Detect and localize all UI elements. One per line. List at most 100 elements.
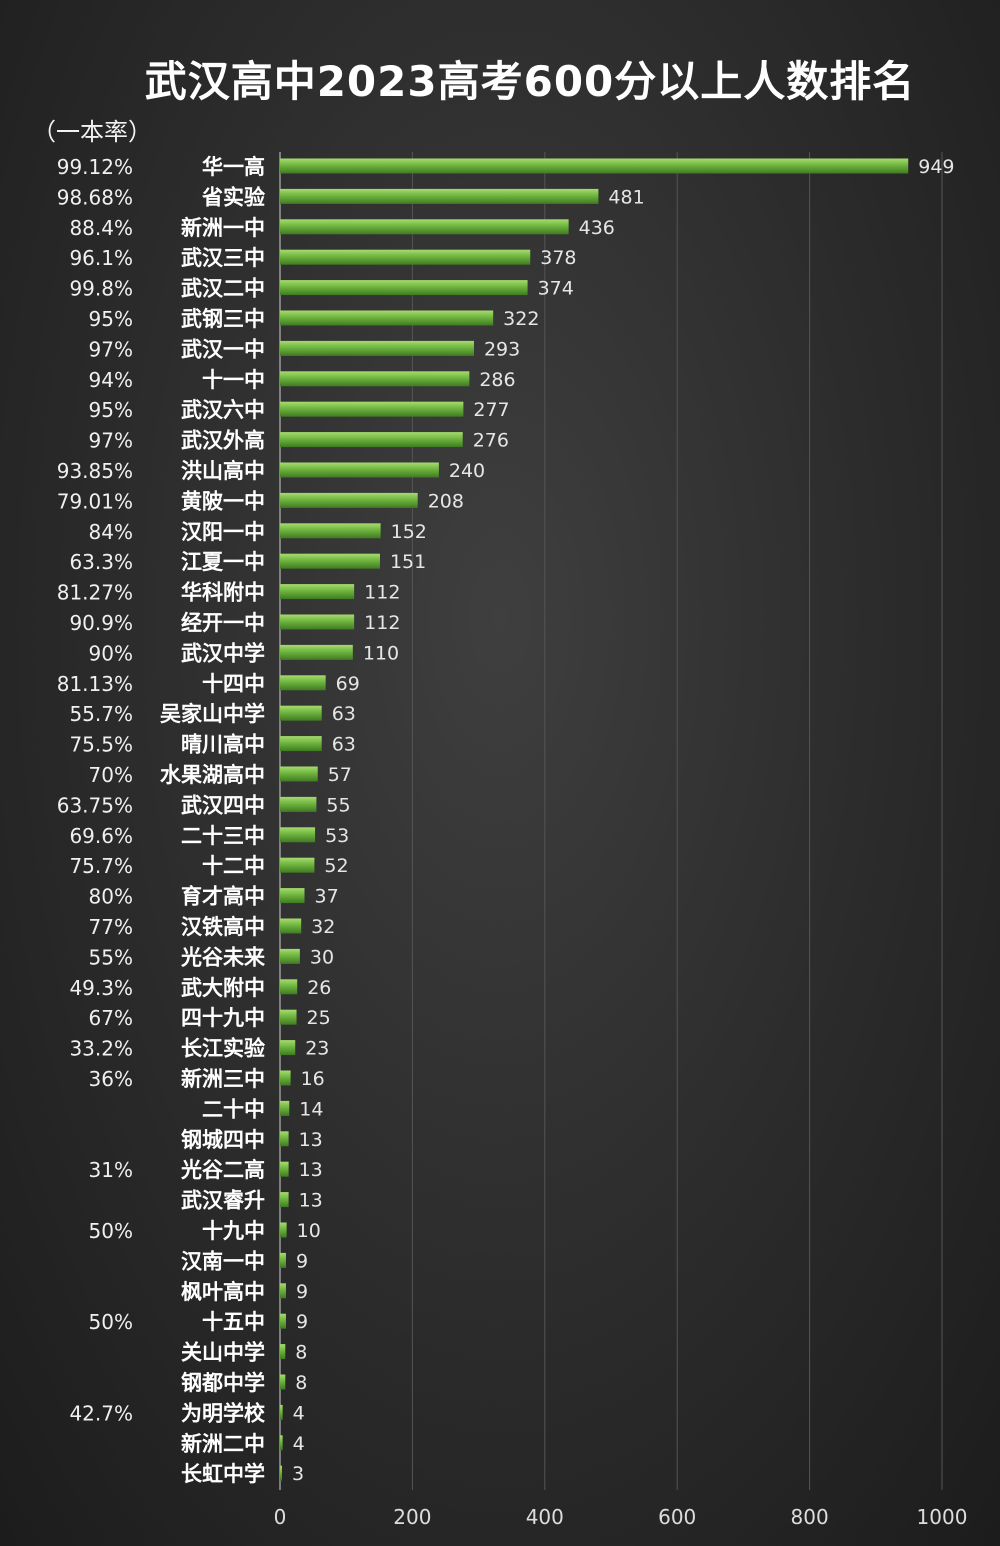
- bars: [280, 158, 909, 1481]
- rate-label: 63.75%: [57, 793, 133, 817]
- rate-label: 97%: [89, 337, 133, 361]
- bar: [280, 1344, 286, 1360]
- labels: 949华一高99.12%481省实验98.68%436新洲一中88.4%378武…: [57, 155, 955, 1486]
- rate-label: 97%: [89, 429, 133, 453]
- category-label: 光谷未来: [180, 945, 266, 969]
- rate-label: 90.9%: [69, 611, 133, 635]
- category-label: 经开一中: [181, 611, 265, 635]
- category-label: 新洲一中: [181, 216, 265, 240]
- bar: [280, 1404, 283, 1420]
- rate-label: 36%: [89, 1067, 133, 1091]
- bar: [280, 401, 464, 417]
- rate-label: 75.7%: [69, 854, 133, 878]
- value-label: 16: [301, 1068, 325, 1090]
- category-label: 十一中: [202, 368, 265, 392]
- value-label: 30: [310, 946, 334, 968]
- category-label: 华科附中: [181, 581, 265, 605]
- rate-column-header: （一本率）: [32, 118, 152, 146]
- category-label: 光谷二高: [180, 1158, 265, 1182]
- rate-label: 95%: [89, 398, 133, 422]
- category-label: 省实验: [201, 185, 265, 209]
- value-label: 276: [473, 430, 509, 452]
- category-label: 新洲二中: [181, 1432, 265, 1456]
- category-label: 黄陂一中: [181, 489, 265, 513]
- rate-label: 49.3%: [69, 976, 133, 1000]
- rate-label: 69.6%: [69, 824, 133, 848]
- rate-label: 88.4%: [69, 216, 133, 240]
- value-label: 26: [307, 977, 331, 999]
- category-label: 水果湖高中: [160, 763, 265, 787]
- bar: [280, 492, 418, 508]
- rate-label: 50%: [89, 1219, 133, 1243]
- rate-label: 33.2%: [69, 1037, 133, 1061]
- rate-label: 77%: [89, 915, 133, 939]
- category-label: 长虹中学: [181, 1462, 265, 1486]
- bar: [280, 249, 531, 265]
- value-label: 277: [473, 399, 509, 421]
- rate-label: 93.85%: [57, 459, 133, 483]
- category-label: 武钢三中: [181, 307, 265, 331]
- bar: [280, 614, 355, 630]
- category-label: 长江实验: [181, 1037, 265, 1061]
- bar: [280, 432, 463, 448]
- bar: [280, 979, 298, 995]
- category-label: 十九中: [202, 1219, 265, 1243]
- value-label: 63: [332, 734, 356, 756]
- value-label: 53: [325, 825, 349, 847]
- value-label: 949: [918, 156, 954, 178]
- category-label: 关山中学: [181, 1341, 265, 1365]
- category-label: 汉南一中: [181, 1249, 265, 1273]
- category-label: 武汉外高: [181, 429, 265, 453]
- value-label: 55: [326, 794, 350, 816]
- bar: [280, 280, 528, 296]
- bar: [280, 1435, 283, 1451]
- category-label: 武汉一中: [181, 337, 265, 361]
- value-label: 152: [391, 521, 427, 543]
- x-tick-label: 400: [526, 1505, 564, 1529]
- rate-label: 80%: [89, 885, 133, 909]
- bar: [280, 827, 316, 843]
- bar: [280, 1313, 286, 1329]
- rate-label: 63.3%: [69, 550, 133, 574]
- bar: [280, 796, 317, 812]
- bar: [280, 371, 470, 387]
- rate-label: 90%: [89, 641, 133, 665]
- bar: [280, 857, 315, 873]
- value-label: 322: [503, 308, 539, 330]
- rate-label: 98.68%: [57, 185, 133, 209]
- value-label: 378: [540, 247, 576, 269]
- bar: [280, 675, 326, 691]
- value-label: 286: [479, 369, 515, 391]
- bar: [280, 918, 302, 934]
- bar: [280, 1252, 286, 1268]
- value-label: 8: [295, 1342, 307, 1364]
- category-label: 武汉二中: [181, 277, 265, 301]
- category-label: 枫叶高中: [181, 1280, 265, 1304]
- rate-label: 81.27%: [57, 581, 133, 605]
- value-label: 10: [297, 1220, 321, 1242]
- rate-label: 70%: [89, 763, 133, 787]
- rate-label: 95%: [89, 307, 133, 331]
- value-label: 9: [296, 1311, 308, 1333]
- category-label: 武汉中学: [181, 641, 265, 665]
- value-label: 69: [336, 673, 360, 695]
- bar: [280, 644, 353, 660]
- x-tick-label: 800: [791, 1505, 829, 1529]
- bar: [280, 584, 355, 600]
- value-label: 23: [305, 1038, 329, 1060]
- value-label: 374: [538, 278, 574, 300]
- bar: [280, 1192, 289, 1208]
- value-label: 240: [449, 460, 485, 482]
- bar: [280, 1100, 290, 1116]
- value-label: 8: [295, 1372, 307, 1394]
- category-label: 十二中: [202, 854, 265, 878]
- bar: [280, 188, 599, 204]
- category-label: 二十三中: [181, 824, 265, 848]
- value-label: 13: [299, 1159, 323, 1181]
- x-tick-label: 200: [393, 1505, 431, 1529]
- category-label: 武汉睿升: [181, 1189, 265, 1213]
- bar: [280, 948, 300, 964]
- bar: [280, 1009, 297, 1025]
